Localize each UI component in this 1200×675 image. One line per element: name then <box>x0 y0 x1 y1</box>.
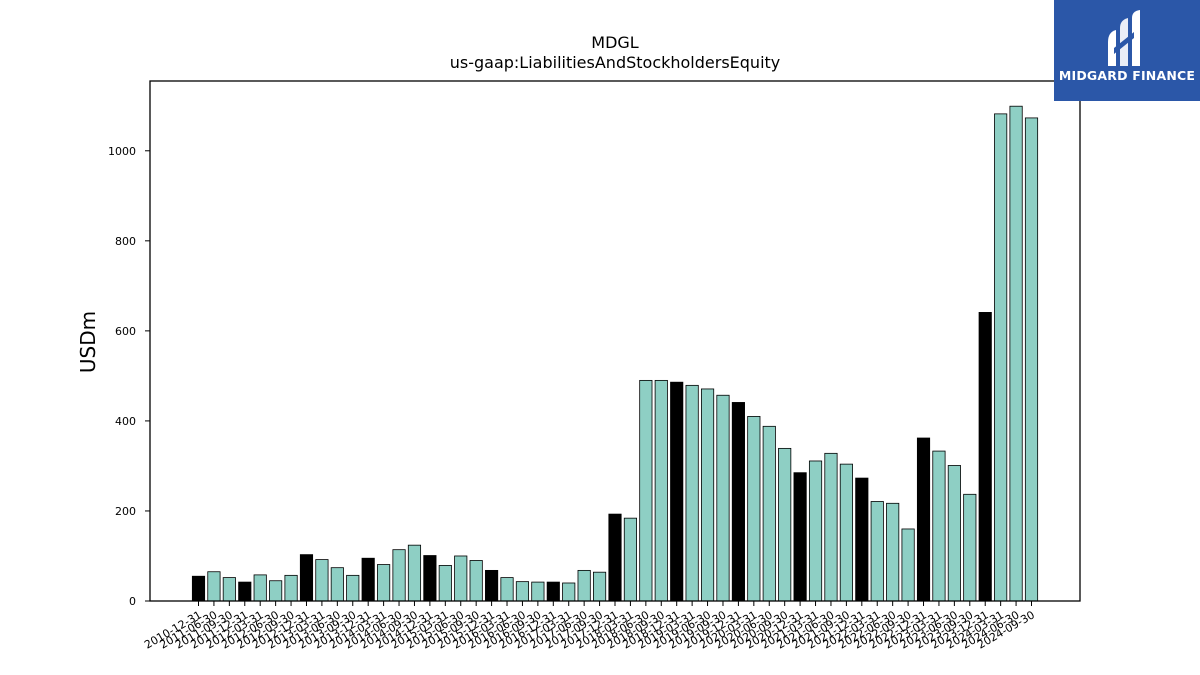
y-tick-label: 1000 <box>108 145 136 158</box>
bar-2024-09-30 <box>1024 117 1039 602</box>
y-tick-label: 200 <box>115 505 136 518</box>
bar-2022-06-30 <box>886 502 900 602</box>
bar-2019-12-31 <box>731 402 745 602</box>
bar-2024-06-30 <box>1009 105 1023 602</box>
bar-2022-03-31 <box>870 501 884 602</box>
bar-2017-03-31 <box>562 582 576 602</box>
midgard-finance-logo: MIDGARD FINANCE <box>1054 0 1200 101</box>
bar-2013-12-31 <box>361 557 375 602</box>
bar-2024-03-31 <box>994 113 1008 602</box>
bar-2017-09-30 <box>593 571 607 602</box>
bar-2021-03-31 <box>808 460 823 602</box>
y-axis-label: USDm <box>76 311 100 373</box>
bar-2020-03-31 <box>747 416 761 602</box>
bar-2021-06-30 <box>824 452 838 602</box>
bar-2018-12-31 <box>670 381 684 602</box>
x-axis-ticks: 2010-12-312011-06-302011-09-302011-12-31… <box>142 601 1037 652</box>
bar-2020-12-31 <box>793 472 807 602</box>
bar-2020-09-30 <box>778 447 792 602</box>
bar-2022-09-30 <box>901 528 915 602</box>
bar-2017-12-31 <box>608 513 622 602</box>
bar-2023-06-30 <box>947 465 961 602</box>
bar-2020-06-30 <box>762 425 776 602</box>
midgard-logo-icon <box>1108 10 1140 66</box>
bar-2017-06-30 <box>577 569 591 602</box>
bar-2018-09-30 <box>654 379 668 602</box>
y-tick-label: 600 <box>115 325 136 338</box>
bar-2023-12-31 <box>978 312 992 602</box>
bar-2010-12-31 <box>191 575 206 602</box>
bar-2015-09-30 <box>469 560 483 602</box>
bar-2014-12-31 <box>423 555 437 602</box>
y-tick-label: 400 <box>115 415 136 428</box>
y-axis-ticks: 0 200 400 600 800 1000 <box>108 145 150 608</box>
bar-2023-09-30 <box>963 493 977 602</box>
bar-2013-06-30 <box>330 567 344 602</box>
bar-2023-03-31 <box>932 450 946 602</box>
bar-2016-03-31 <box>500 577 514 602</box>
chart-title: MDGL <box>591 33 639 52</box>
logo-text: MIDGARD FINANCE <box>1058 68 1196 83</box>
bar-2016-09-30 <box>531 581 545 602</box>
bar-2014-06-30 <box>392 549 406 602</box>
bar-2015-03-31 <box>438 565 452 602</box>
bar-2016-12-31 <box>546 581 560 602</box>
bar-2011-06-30 <box>207 571 221 602</box>
bar-2012-09-30 <box>284 574 298 602</box>
plot-frame <box>149 80 1081 602</box>
bar-2018-06-30 <box>639 379 653 602</box>
bar-2014-03-31 <box>377 564 391 602</box>
chart-subtitle: us-gaap:LiabilitiesAndStockholdersEquity <box>450 53 781 72</box>
bar-2011-09-30 <box>222 577 236 602</box>
bar-2012-06-30 <box>269 580 283 602</box>
y-tick-label: 0 <box>129 595 136 608</box>
bar-2021-12-31 <box>855 477 869 602</box>
bar-2018-03-31 <box>623 517 638 602</box>
bar-2021-09-30 <box>839 463 853 602</box>
bar-2013-09-30 <box>346 574 360 602</box>
bar-2013-03-31 <box>315 559 329 602</box>
bar-2016-06-30 <box>515 581 530 602</box>
bar-2022-12-31 <box>916 437 931 602</box>
bar-2019-06-30 <box>700 388 715 602</box>
y-tick-label: 800 <box>115 235 136 248</box>
bar-2011-12-31 <box>238 581 252 602</box>
bar-2012-03-31 <box>253 574 267 602</box>
bar-2019-03-31 <box>685 384 699 602</box>
bar-2014-09-30 <box>407 544 422 602</box>
bar-2012-12-31 <box>299 554 314 602</box>
bar-2015-12-31 <box>485 569 499 602</box>
bar-2015-06-30 <box>454 555 468 602</box>
bar-2019-09-30 <box>716 394 730 602</box>
bars-group <box>191 105 1039 602</box>
